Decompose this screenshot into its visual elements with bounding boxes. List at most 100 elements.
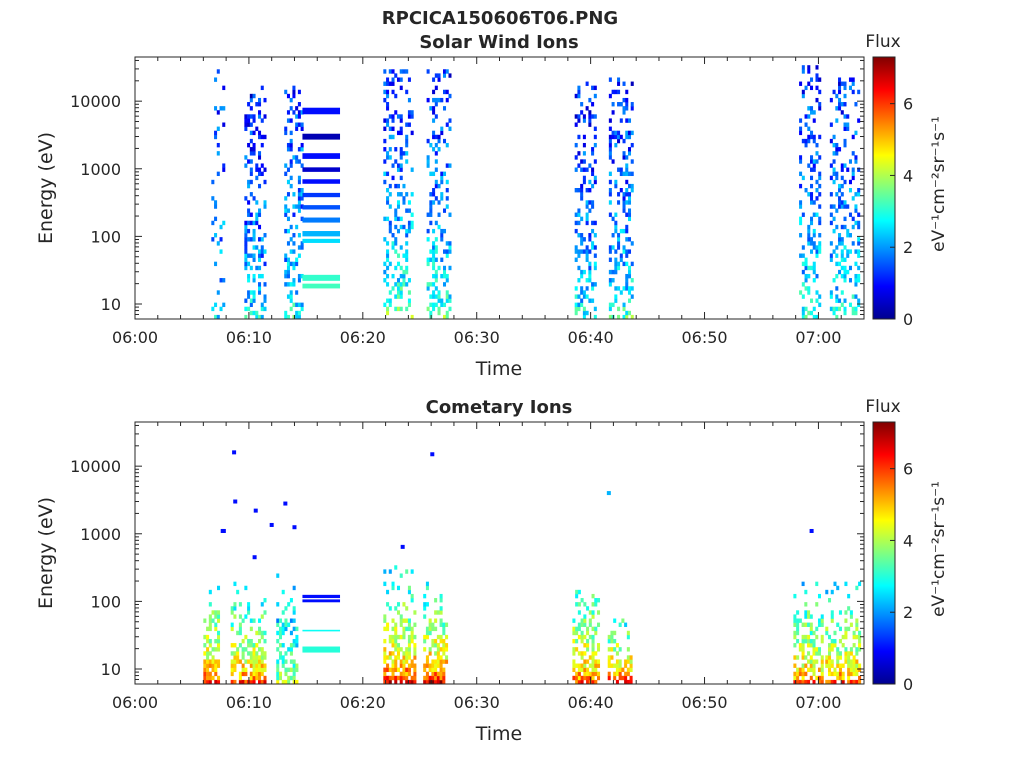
heatmap-cell [844,626,848,632]
heatmap-cell [804,188,808,193]
heatmap-cell [394,626,398,632]
heatmap-cell [846,228,850,234]
heatmap-cell [434,598,438,603]
heatmap-cell [574,302,578,308]
heatmap-cell [445,643,449,648]
heatmap-cell [402,196,406,201]
heatmap-cell [857,249,861,254]
heatmap-cell [807,310,811,316]
heatmap-cell [211,306,215,312]
heatmap-cell [613,663,617,668]
heatmap-cell [625,155,629,160]
heatmap-cell [585,216,589,222]
heatmap-cell [807,634,811,640]
heatmap-cell [840,302,844,308]
heatmap-cell [255,667,259,673]
heatmap-cell [284,282,288,287]
heatmap-cell [292,314,296,319]
heatmap-cell [402,224,406,230]
heatmap-cell [407,298,411,303]
heatmap-cell [582,159,586,164]
heatmap-cell [613,638,617,644]
heatmap-cell [577,249,581,254]
heatmap-cell [588,237,592,242]
heatmap-cell [405,159,409,164]
heatmap-cell [292,93,296,99]
heatmap-cell [847,663,851,668]
heatmap-cell [829,138,833,144]
heatmap-cell [828,634,832,640]
heatmap-cell [847,606,851,611]
heatmap-cell [289,675,293,681]
heatmap-cell [804,278,808,283]
heatmap-cell [247,142,251,148]
heatmap-cell [258,282,262,287]
heatmap-cell [434,237,438,242]
heatmap-cell [843,102,847,107]
heatmap-cell [799,81,803,86]
heatmap-cell [817,667,822,673]
heatmap-cell [297,147,301,152]
heatmap-cell [434,151,438,156]
heatmap-cell [260,667,264,673]
heatmap-cell [394,630,398,636]
heatmap-cell [437,290,441,295]
heatmap-cell [432,228,436,234]
heatmap-cell [230,663,234,668]
heatmap-cell [851,310,855,316]
heatmap-cell [405,282,409,287]
heatmap-cell [396,634,401,640]
heatmap-cell [206,634,210,640]
heatmap-cell [833,679,837,684]
heatmap-cell [817,647,822,652]
heatmap-cell [211,675,215,681]
heatmap-cell [258,114,262,119]
heatmap-cell [258,130,262,136]
heatmap-cell [804,142,808,148]
heatmap-cell [292,212,296,217]
heatmap-cell [388,228,392,234]
heatmap-cell [810,183,814,189]
heatmap-cell [238,671,242,677]
heatmap-cell [841,679,845,684]
heatmap-cell [284,196,288,201]
heatmap-cell [799,200,803,205]
heatmap-cell [208,602,212,607]
heatmap-cell [611,130,615,136]
heatmap-cell [230,643,234,648]
heatmap-cell [429,257,433,262]
heatmap-cell [284,618,288,623]
heatmap-cell [626,671,630,677]
heatmap-cell [440,179,444,185]
heatmap-cell [394,208,398,213]
heatmap-cell [854,159,858,164]
heatmap-cell [815,675,819,681]
heatmap-cell [591,85,595,91]
heatmap-cell [630,286,634,291]
heatmap-cell [442,651,446,656]
heatmap-cell [233,614,237,619]
heatmap-cell [575,626,579,632]
heatmap-band [302,133,341,140]
heatmap-cell [252,679,256,684]
heatmap-cell [622,151,626,156]
heatmap-cell [425,634,429,640]
figure-title: RPCICA150606T06.PNG [382,8,618,29]
heatmap-cell [840,200,844,205]
heatmap-cell [627,118,632,123]
heatmap-cell [423,647,427,652]
heatmap-cell [249,159,253,164]
heatmap-cell [425,630,429,636]
heatmap-cell [410,114,414,119]
heatmap-cell [405,269,409,275]
heatmap-cell [434,85,438,91]
heatmap-cell [625,188,629,193]
heatmap-cell [580,634,584,640]
heatmap-cell [203,663,207,668]
heatmap-cell [838,196,842,201]
heatmap-cell [289,598,293,603]
heatmap-cell [436,659,440,664]
heatmap-cell [260,245,264,250]
heatmap-cell [836,651,840,656]
heatmap-cell [625,282,629,287]
